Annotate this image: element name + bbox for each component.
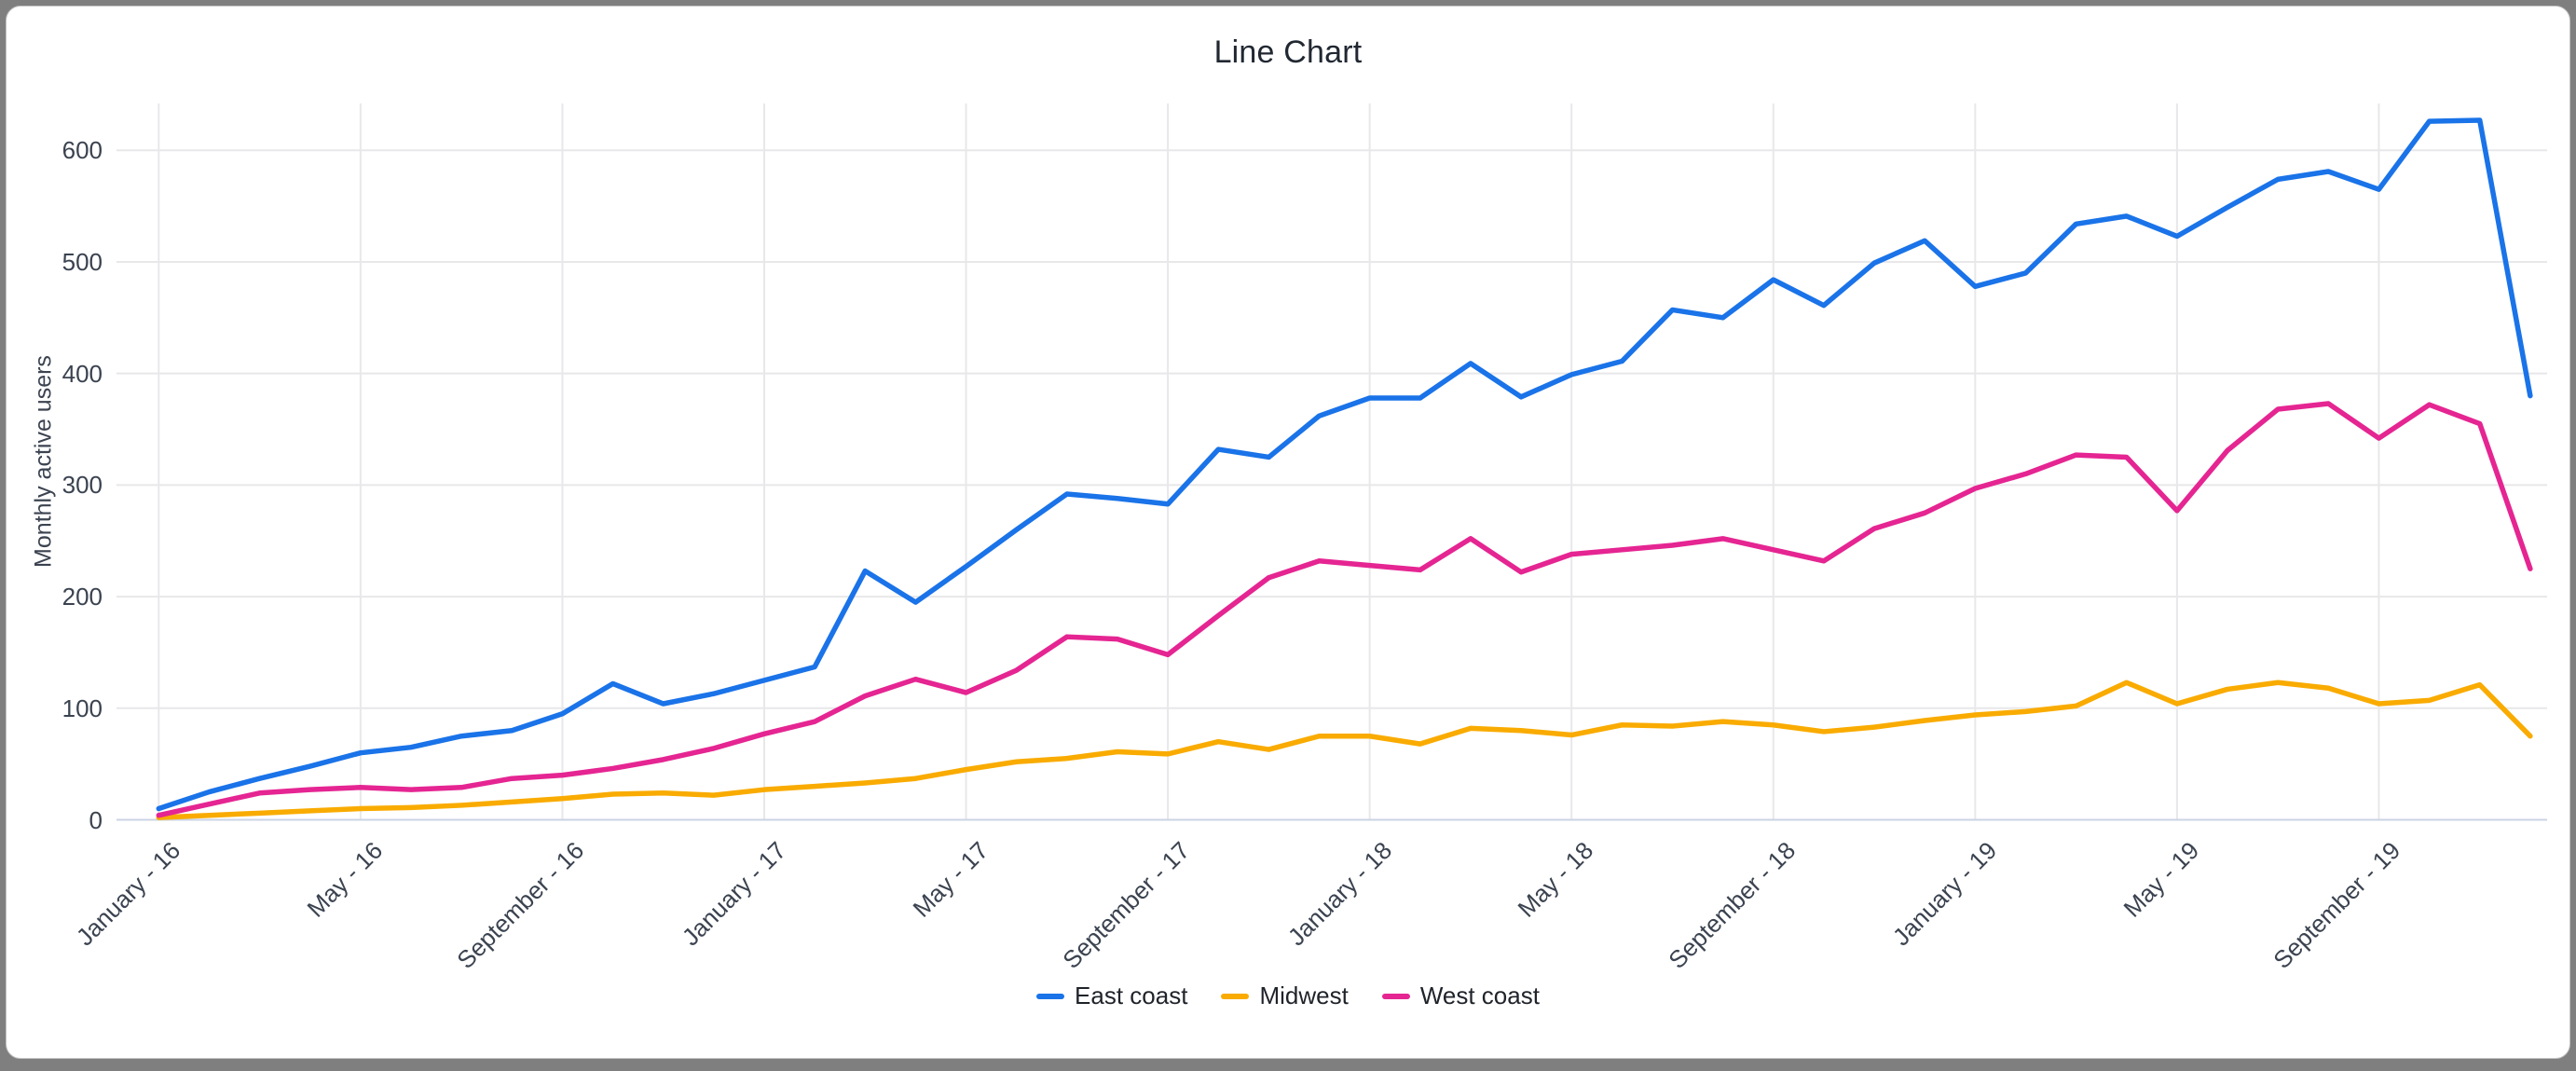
chart-title: Line Chart <box>7 34 2569 71</box>
west-coast-line[interactable] <box>158 404 2530 816</box>
west-coast-line-swatch <box>1382 994 1410 999</box>
y-tick-label: 200 <box>28 583 103 611</box>
y-tick-label: 400 <box>28 360 103 388</box>
line-chart-plot <box>7 7 2576 1071</box>
legend-label: Midwest <box>1259 982 1348 1010</box>
legend-entry-west-coast[interactable]: West coast <box>1382 982 1540 1010</box>
legend-label: East coast <box>1075 982 1187 1010</box>
y-tick-label: 100 <box>28 694 103 722</box>
y-tick-label: 600 <box>28 136 103 164</box>
y-tick-label: 0 <box>28 806 103 834</box>
east-coast-line-swatch <box>1036 994 1064 999</box>
midwest-line-swatch <box>1221 994 1249 999</box>
y-tick-label: 300 <box>28 471 103 499</box>
midwest-line[interactable] <box>158 682 2530 817</box>
legend-label: West coast <box>1420 982 1540 1010</box>
y-tick-label: 500 <box>28 248 103 276</box>
legend: East coast Midwest West coast <box>7 982 2569 1010</box>
legend-entry-east-coast[interactable]: East coast <box>1036 982 1187 1010</box>
legend-entry-midwest[interactable]: Midwest <box>1221 982 1348 1010</box>
